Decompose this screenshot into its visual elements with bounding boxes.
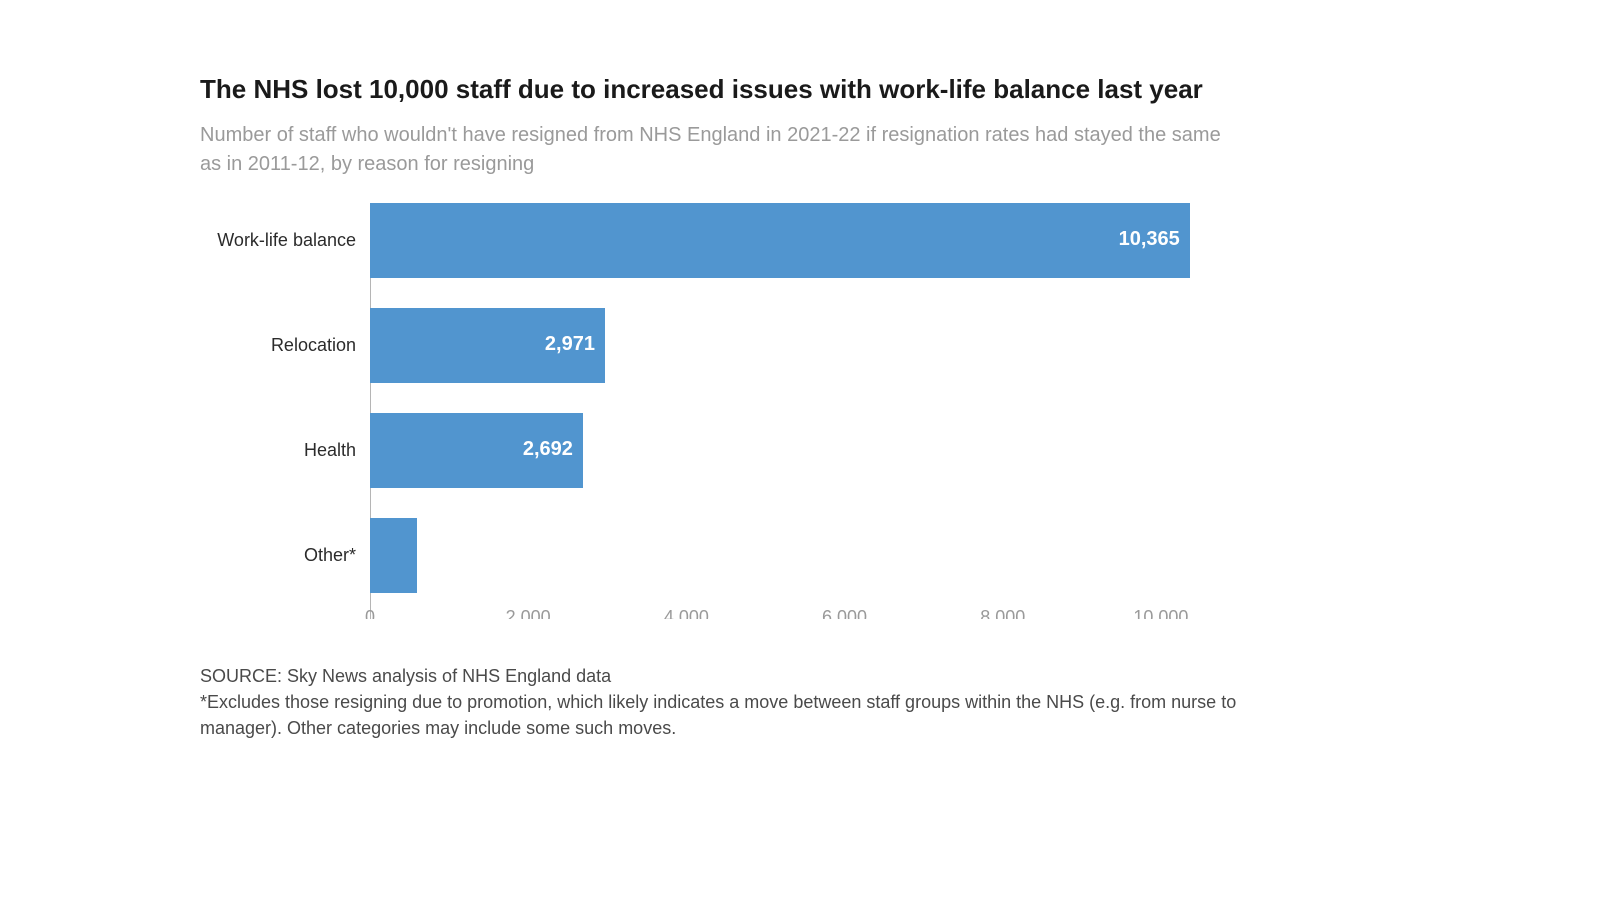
bar-value-label: 2,692 bbox=[523, 438, 573, 461]
x-tick-label: 8,000 bbox=[980, 607, 1025, 619]
category-label: Relocation bbox=[200, 335, 356, 356]
x-tick-label: 10,000 bbox=[1133, 607, 1188, 619]
chart-container: The NHS lost 10,000 staff due to increas… bbox=[200, 70, 1240, 741]
source-text: SOURCE: Sky News analysis of NHS England… bbox=[200, 663, 1240, 689]
x-tick-label: 0 bbox=[365, 607, 375, 619]
bar-value-label: 2,971 bbox=[545, 333, 595, 356]
chart-title: The NHS lost 10,000 staff due to increas… bbox=[200, 70, 1240, 109]
category-label: Other* bbox=[200, 545, 356, 566]
chart-plot-area: Work-life balance 10,365 Relocation 2,971 He… bbox=[200, 203, 1240, 619]
x-tick-label: 4,000 bbox=[664, 607, 709, 619]
category-label: Health bbox=[200, 440, 356, 461]
chart-subtitle: Number of staff who wouldn't have resign… bbox=[200, 121, 1240, 179]
footnote-text: *Excludes those resigning due to promoti… bbox=[200, 689, 1240, 741]
x-tick-label: 6,000 bbox=[822, 607, 867, 619]
bar-value-label: 10,365 bbox=[1119, 228, 1180, 251]
bar bbox=[370, 203, 1190, 278]
x-tick-label: 2,000 bbox=[506, 607, 551, 619]
bar bbox=[370, 518, 417, 593]
chart-footer: SOURCE: Sky News analysis of NHS England… bbox=[200, 663, 1240, 741]
category-label: Work-life balance bbox=[200, 230, 356, 251]
